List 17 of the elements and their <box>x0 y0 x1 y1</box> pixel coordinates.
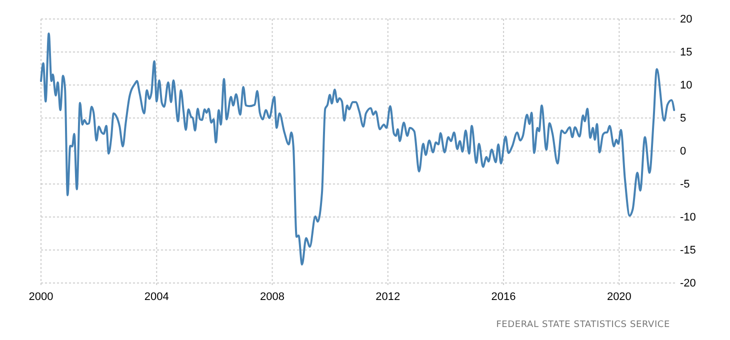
y-tick-label: 15 <box>680 46 692 59</box>
y-tick-label: 20 <box>680 14 692 26</box>
x-tick-label: 2012 <box>376 290 400 303</box>
x-tick-label: 2000 <box>28 290 54 303</box>
x-tick-label: 2016 <box>491 290 516 303</box>
line-series <box>40 32 676 266</box>
y-tick-label: -5 <box>680 178 690 191</box>
x-tick-label: 2008 <box>260 290 285 303</box>
text: FEDERAL STATE STATISTICS SERVICE <box>496 320 670 330</box>
y-tick-label: 5 <box>680 112 686 125</box>
y-tick-label: 10 <box>680 80 692 92</box>
x-tick-label: 2004 <box>144 290 169 303</box>
y-tick-label: -15 <box>680 244 696 257</box>
y-tick-label: 0 <box>680 146 686 158</box>
x-tick-label: 2020 <box>606 290 632 303</box>
y-tick-label: -20 <box>680 278 696 290</box>
y-tick-label: -10 <box>680 212 696 224</box>
